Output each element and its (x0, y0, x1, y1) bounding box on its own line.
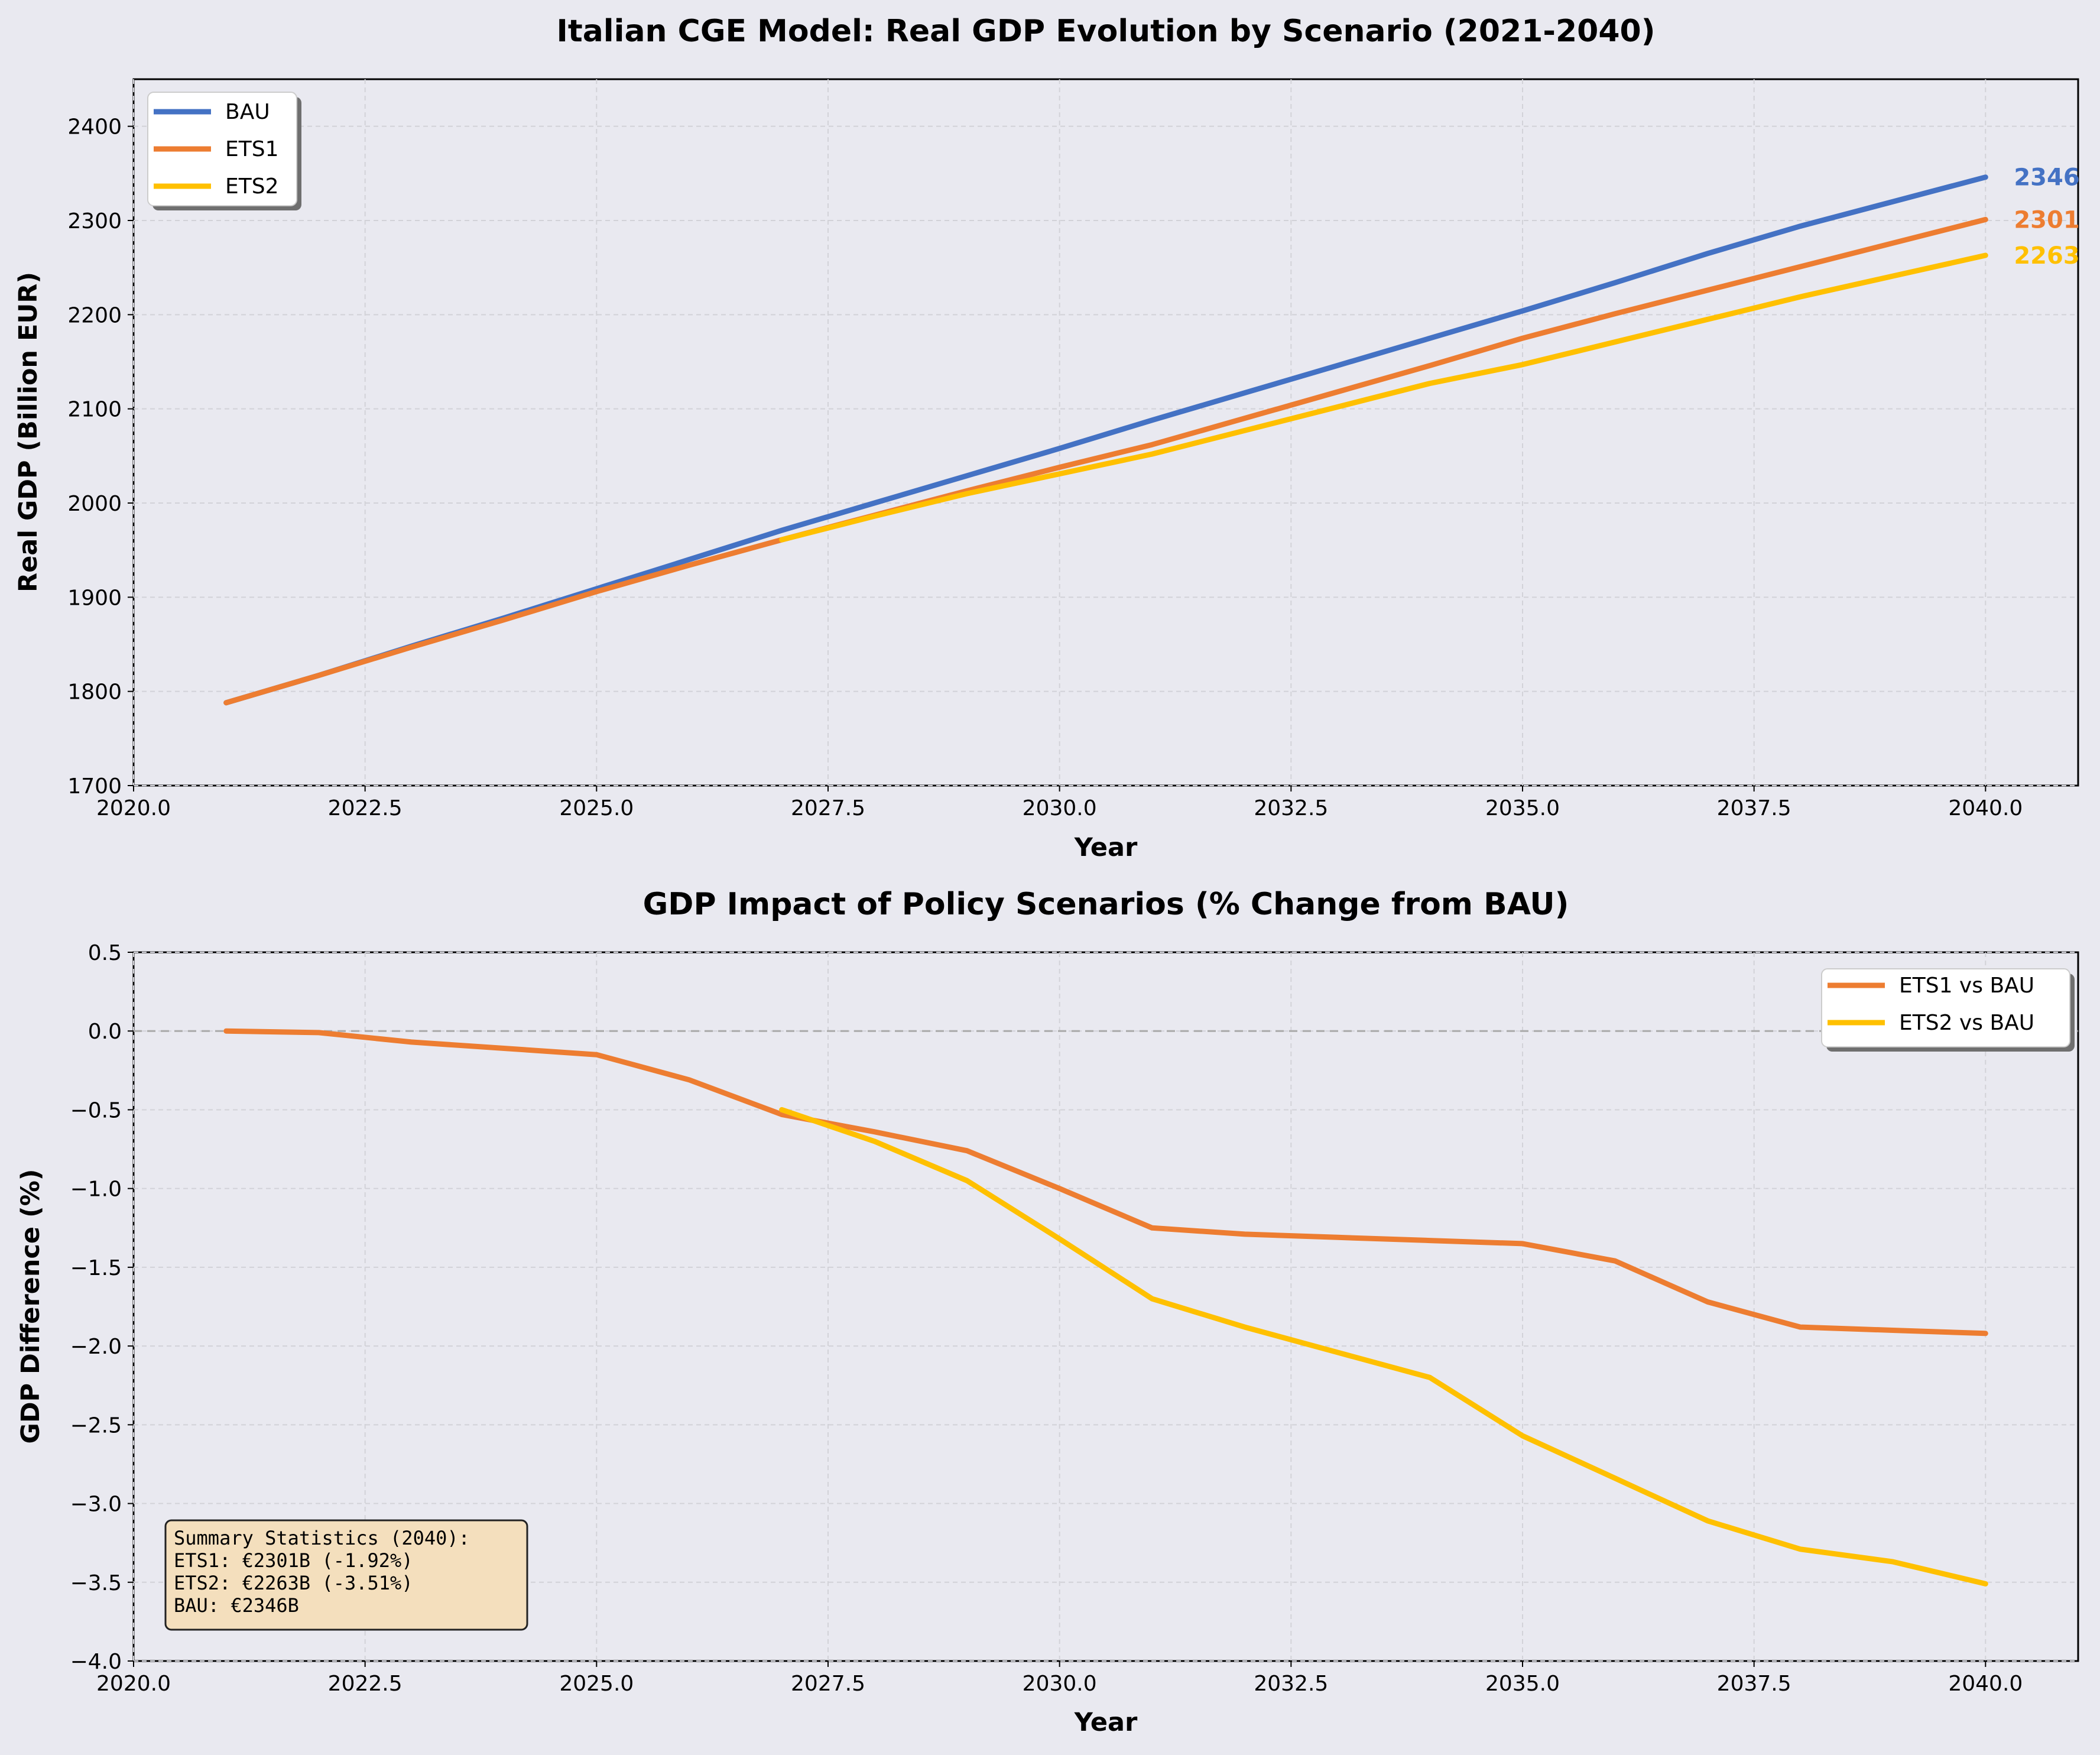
legend-label-ets1: ETS1 (225, 137, 279, 161)
series-lines (223, 174, 1988, 706)
y-tick-label: −0.5 (70, 1098, 122, 1123)
series-line-ets1-vs-bau (223, 1028, 1988, 1336)
y-tick-label: −2.5 (70, 1413, 122, 1438)
y-tick-label: 2200 (67, 303, 122, 327)
y-tick-label: −4.0 (70, 1650, 122, 1674)
x-tick-label: 2027.5 (791, 1672, 865, 1696)
y-tick-label: −3.0 (70, 1493, 122, 1517)
y-tick-label: 1900 (67, 586, 122, 610)
y-axis-label: Real GDP (Billion EUR) (14, 272, 43, 592)
legend-label-ets2-vs-bau: ETS2 vs BAU (1899, 1011, 2034, 1035)
x-tick-label: 2020.0 (96, 1672, 171, 1696)
y-tick-label: −3.5 (70, 1571, 122, 1595)
series-line-ets2 (779, 252, 1988, 543)
x-tick-label: 2030.0 (1023, 796, 1097, 820)
x-tick-label: 2035.0 (1485, 796, 1560, 820)
x-tick-label: 2037.5 (1717, 796, 1791, 820)
y-tick-label: −1.0 (70, 1177, 122, 1202)
x-tick-label: 2027.5 (791, 796, 865, 820)
end-value-labels: 2346 2301 2263 (2014, 164, 2079, 270)
legend: BAU ETS1 ETS2 (147, 92, 301, 210)
summary-line: ETS2: €2263B (-3.51%) (174, 1572, 413, 1594)
grid (133, 79, 2078, 786)
y-tick-label: 2300 (67, 209, 122, 233)
x-tick-label: 2022.5 (328, 1672, 403, 1696)
x-tick-label: 2037.5 (1717, 1672, 1791, 1696)
x-tick-label: 2032.5 (1254, 796, 1328, 820)
y-tick-label: 1700 (67, 774, 122, 799)
legend: ETS1 vs BAU ETS2 vs BAU (1821, 968, 2075, 1052)
legend-label-ets1-vs-bau: ETS1 vs BAU (1899, 974, 2034, 998)
summary-line: BAU: €2346B (174, 1594, 299, 1617)
y-tick-label: 2400 (67, 115, 122, 140)
chart-title: GDP Impact of Policy Scenarios (% Change… (643, 887, 1569, 922)
end-value-label: 2301 (2014, 206, 2079, 233)
x-tick-label: 2035.0 (1485, 1672, 1560, 1696)
legend-label-ets2: ETS2 (225, 174, 279, 199)
chart-title: Italian CGE Model: Real GDP Evolution by… (557, 14, 1656, 49)
y-tick-label: 0.5 (88, 941, 122, 965)
x-tick-label: 2032.5 (1254, 1672, 1328, 1696)
x-tick-label: 2040.0 (1948, 796, 2023, 820)
summary-line: Summary Statistics (2040): (174, 1527, 470, 1549)
x-tick-label: 2030.0 (1023, 1672, 1097, 1696)
y-tick-label: 0.0 (88, 1020, 122, 1044)
x-axis-label: Year (1074, 1708, 1138, 1737)
x-axis-label: Year (1074, 833, 1138, 862)
y-tick-label: 2100 (67, 398, 122, 422)
x-tick-label: 2040.0 (1948, 1672, 2023, 1696)
y-tick-label: −1.5 (70, 1256, 122, 1280)
series-lines (223, 1028, 1988, 1587)
axis-ticks: 2020.0 2022.5 2025.0 2027.5 2030.0 2032.5 2035… (70, 941, 2023, 1696)
x-tick-label: 2025.0 (559, 796, 634, 820)
y-tick-label: 1800 (67, 680, 122, 705)
y-tick-label: −2.0 (70, 1335, 122, 1359)
summary-statistics-box: Summary Statistics (2040): ETS1: €2301B … (164, 1519, 528, 1631)
axis-ticks: 2020.0 2022.5 2025.0 2027.5 2030.0 2032.5 2035… (67, 115, 2023, 820)
x-tick-label: 2020.0 (96, 796, 171, 820)
y-tick-label: 2000 (67, 492, 122, 516)
legend-label-bau: BAU (225, 100, 270, 124)
series-line-ets1 (223, 216, 1988, 706)
gdp-impact-chart: GDP Impact of Policy Scenarios (% Change… (16, 887, 2079, 1737)
series-line-ets2-vs-bau (779, 1107, 1988, 1587)
end-value-label: 2346 (2014, 164, 2079, 192)
end-value-label: 2263 (2014, 242, 2079, 270)
y-axis-label: GDP Difference (%) (16, 1169, 46, 1444)
summary-line: ETS1: €2301B (-1.92%) (174, 1549, 413, 1572)
x-tick-label: 2022.5 (328, 796, 403, 820)
gdp-evolution-chart: Italian CGE Model: Real GDP Evolution by… (14, 14, 2080, 862)
x-tick-label: 2025.0 (559, 1672, 634, 1696)
